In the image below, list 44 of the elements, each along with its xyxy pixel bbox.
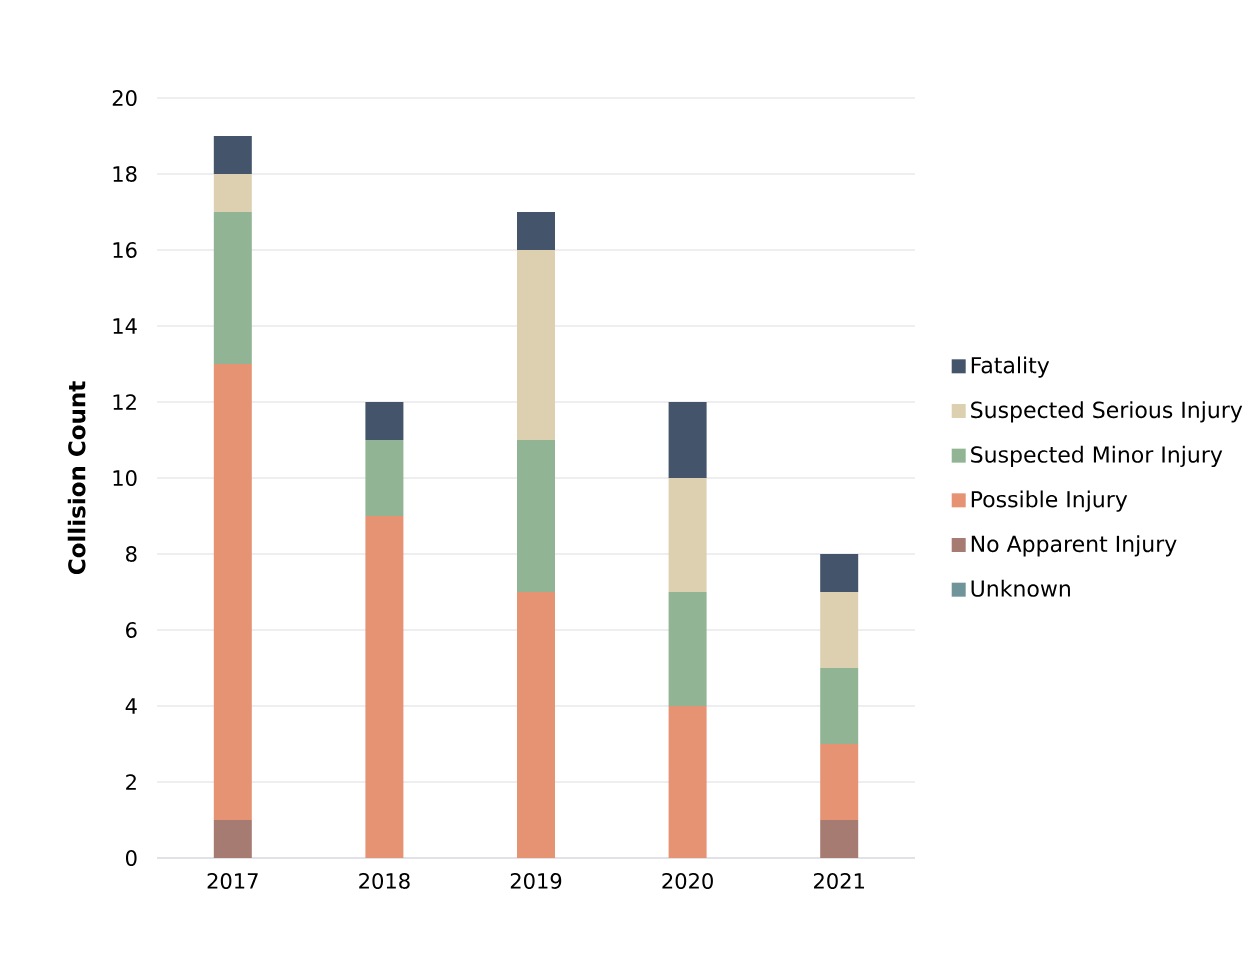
bar bbox=[820, 668, 859, 744]
bar bbox=[365, 401, 404, 440]
bar bbox=[668, 591, 707, 706]
legend-label: Unknown bbox=[971, 579, 1070, 597]
legend-label: No Apparent Injury bbox=[971, 535, 1177, 557]
bar bbox=[517, 439, 555, 592]
bar bbox=[365, 515, 404, 858]
y-tick-label: 2 bbox=[126, 774, 136, 790]
y-axis-title: Collision Count bbox=[67, 381, 86, 575]
legend-label: Suspected Minor Injury bbox=[971, 445, 1223, 468]
x-tick-label: 2018 bbox=[359, 873, 410, 889]
legend-label: Possible Injury bbox=[971, 490, 1128, 512]
bar bbox=[820, 553, 859, 592]
bar bbox=[517, 211, 555, 250]
bar bbox=[213, 363, 252, 820]
bar bbox=[820, 744, 859, 820]
bar bbox=[213, 820, 252, 858]
y-tick-label: 6 bbox=[126, 622, 137, 638]
y-tick-label: 18 bbox=[113, 166, 137, 182]
bar bbox=[668, 401, 707, 478]
bar bbox=[668, 477, 707, 592]
bar bbox=[213, 211, 252, 364]
x-tick-label: 2017 bbox=[207, 873, 258, 889]
y-tick-label: 0 bbox=[125, 850, 137, 866]
bar bbox=[517, 249, 555, 440]
y-tick-label: 12 bbox=[113, 394, 136, 410]
bar bbox=[213, 135, 252, 174]
y-tick-label: 8 bbox=[126, 546, 137, 562]
bar bbox=[213, 173, 252, 212]
bar bbox=[668, 706, 707, 858]
x-tick-label: 2020 bbox=[662, 873, 713, 889]
legend-label: Suspected Serious Injury bbox=[971, 401, 1243, 423]
x-tick-label: 2019 bbox=[510, 873, 562, 889]
y-tick-label: 10 bbox=[113, 470, 137, 486]
x-tick-label: 2021 bbox=[814, 873, 864, 889]
y-tick-label: 16 bbox=[113, 242, 137, 258]
y-tick-label: 20 bbox=[112, 90, 137, 106]
y-tick-label: 14 bbox=[113, 318, 137, 334]
bar bbox=[517, 591, 555, 858]
bar bbox=[820, 820, 859, 858]
legend-label: Fatality bbox=[971, 356, 1050, 378]
y-tick-label: 4 bbox=[125, 698, 137, 714]
bar bbox=[365, 439, 404, 516]
bar bbox=[820, 591, 859, 668]
